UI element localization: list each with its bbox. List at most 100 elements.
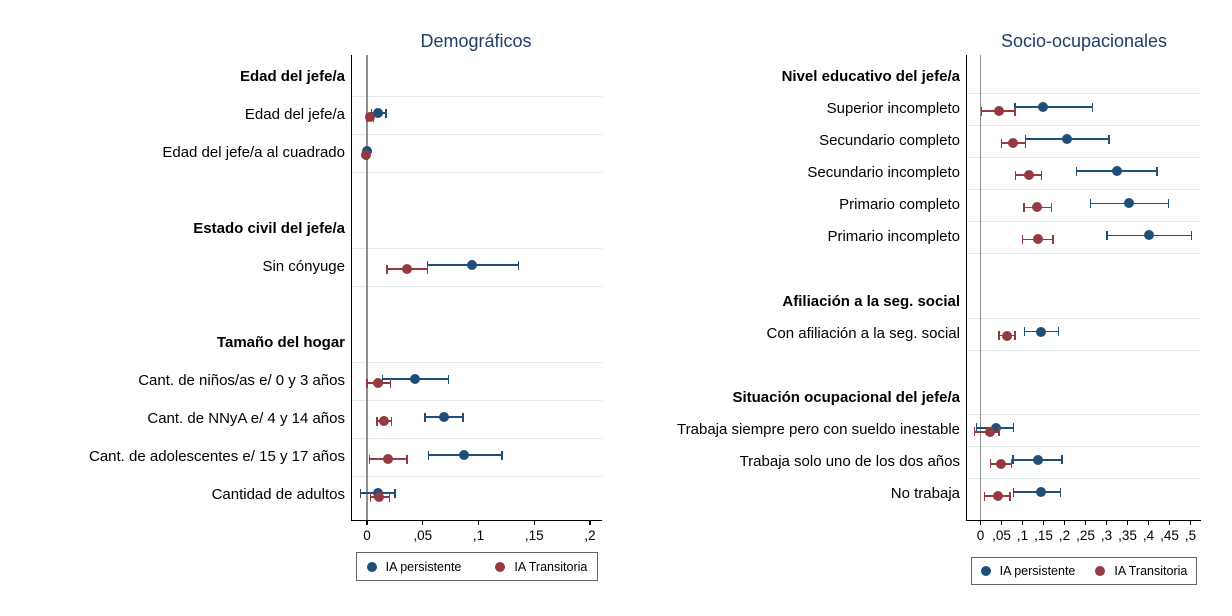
ci-cap-high-transitoria bbox=[1014, 331, 1016, 341]
category-label: Cant. de niños/as e/ 0 y 3 años bbox=[138, 372, 345, 389]
ci-cap-low-persistente bbox=[359, 488, 361, 498]
legend-entry-persistente: IA persistente bbox=[980, 564, 1075, 578]
point-estimate-persistente bbox=[466, 260, 477, 270]
ci-cap-high-persistente bbox=[1190, 230, 1193, 240]
panel-title-demograficos: Demográficos bbox=[420, 31, 532, 51]
ci-cap-low-transitoria bbox=[1021, 234, 1024, 244]
legend-entry-transitoria: IA Transitoria bbox=[495, 560, 587, 574]
point-estimate-transitoria bbox=[1001, 330, 1012, 341]
point-estimate-persistente bbox=[1144, 230, 1155, 241]
x-axis-tick-label: ,1 bbox=[1016, 528, 1029, 543]
category-label: Edad del jefe/a bbox=[244, 106, 345, 123]
ci-cap-high-persistente bbox=[517, 260, 520, 270]
category-label: Edad del jefe/a al cuadrado bbox=[162, 144, 345, 161]
point-estimate-persistente bbox=[990, 422, 1001, 433]
section-header: Nivel educativo del jefe/a bbox=[781, 68, 960, 85]
ci-cap-low-transitoria bbox=[989, 459, 992, 469]
x-axis-tick bbox=[422, 520, 424, 525]
ci-cap-high-persistente bbox=[394, 488, 396, 498]
legend-entry-transitoria: IA Transitoria bbox=[1095, 564, 1187, 578]
x-axis-tick-label: ,2 bbox=[1058, 528, 1071, 543]
ci-cap-low-transitoria bbox=[1015, 170, 1017, 180]
ci-cap-high-persistente bbox=[1167, 198, 1170, 208]
x-axis-tick-label: ,15 bbox=[524, 528, 544, 543]
ci-cap-low-persistente bbox=[1089, 198, 1092, 208]
category-label: Cantidad de adultos bbox=[211, 486, 345, 503]
ci-cap-low-transitoria bbox=[1023, 202, 1025, 212]
ci-cap-high-transitoria bbox=[1014, 106, 1016, 116]
category-label: No trabaja bbox=[890, 485, 960, 502]
gridline bbox=[352, 362, 602, 363]
ci-cap-low-persistente bbox=[381, 374, 384, 384]
ci-cap-low-transitoria bbox=[998, 331, 1000, 341]
x-axis-tick-label: 0 bbox=[976, 528, 985, 543]
point-estimate-transitoria bbox=[378, 416, 389, 426]
ci-cap-low-persistente bbox=[1012, 487, 1014, 497]
x-axis-tick-label: ,1 bbox=[472, 528, 485, 543]
x-axis-tick bbox=[1000, 520, 1003, 525]
ci-cap-high-transitoria bbox=[388, 492, 390, 502]
point-estimate-transitoria bbox=[402, 264, 413, 274]
point-estimate-transitoria bbox=[1023, 170, 1034, 181]
point-estimate-transitoria bbox=[993, 491, 1004, 501]
x-axis-tick bbox=[366, 520, 368, 525]
x-axis-tick bbox=[1042, 520, 1045, 525]
ci-cap-high-persistente bbox=[1091, 102, 1094, 112]
ci-cap-low-transitoria bbox=[980, 106, 983, 116]
point-estimate-transitoria bbox=[374, 492, 385, 502]
x-axis-tick bbox=[979, 520, 982, 525]
x-axis-tick-label: ,4 bbox=[1142, 528, 1155, 543]
category-label: Superior incompleto bbox=[826, 100, 960, 118]
category-label: Secundario completo bbox=[819, 132, 960, 150]
category-label: Sin cónyuge bbox=[262, 258, 345, 275]
legend-marker-persistente-icon bbox=[366, 561, 377, 572]
ci-cap-high-persistente bbox=[385, 108, 387, 118]
ci-cap-high-transitoria bbox=[1050, 202, 1053, 212]
point-estimate-transitoria bbox=[995, 458, 1006, 469]
panel-title-socio-ocupacionales: Socio-ocupacionales bbox=[1000, 31, 1168, 51]
ci-cap-high-persistente bbox=[462, 412, 464, 422]
legend-socio-ocupacionales: IA persistente IA Transitoria bbox=[971, 557, 1197, 585]
section-header: Edad del jefe/a bbox=[239, 68, 345, 85]
y-axis-line bbox=[966, 55, 968, 521]
x-axis-tick-label: ,3 bbox=[1100, 528, 1113, 543]
x-axis-tick-label: ,45 bbox=[1160, 528, 1179, 543]
gridline bbox=[967, 446, 1201, 447]
x-axis-tick-label: ,35 bbox=[1118, 528, 1137, 543]
legend-label-transitoria: IA Transitoria bbox=[514, 559, 588, 574]
ci-cap-high-persistente bbox=[447, 374, 450, 384]
x-axis-tick-label: ,15 bbox=[1034, 528, 1053, 543]
gridline bbox=[352, 400, 602, 401]
ci-line-persistente bbox=[1014, 106, 1093, 108]
gridline bbox=[967, 189, 1201, 190]
x-axis-tick bbox=[1147, 520, 1150, 525]
legend-marker-transitoria-icon bbox=[495, 561, 506, 572]
x-axis-tick bbox=[1063, 520, 1066, 525]
ci-cap-high-transitoria bbox=[406, 454, 408, 464]
x-axis-tick bbox=[1189, 520, 1192, 525]
ci-cap-high-transitoria bbox=[1040, 170, 1043, 180]
zero-line bbox=[979, 55, 982, 520]
point-estimate-transitoria bbox=[383, 454, 394, 464]
category-label: Trabaja solo uno de los dos años bbox=[739, 452, 960, 470]
ci-cap-low-persistente bbox=[424, 412, 426, 422]
ci-cap-low-persistente bbox=[975, 423, 977, 433]
point-estimate-transitoria bbox=[373, 378, 384, 388]
legend-marker-transitoria-icon bbox=[1095, 566, 1106, 576]
gridline bbox=[352, 286, 602, 287]
gridline bbox=[352, 438, 602, 439]
zero-line bbox=[366, 55, 368, 520]
legend-label-persistente: IA persistente bbox=[385, 559, 462, 574]
gridline bbox=[967, 414, 1201, 415]
category-label: Primario completo bbox=[839, 196, 960, 214]
ci-cap-low-transitoria bbox=[368, 454, 370, 464]
section-header: Estado civil del jefe/a bbox=[193, 220, 345, 237]
point-estimate-persistente bbox=[1038, 102, 1049, 113]
gridline bbox=[352, 172, 602, 173]
x-axis-tick bbox=[589, 520, 591, 525]
gridline bbox=[967, 93, 1201, 94]
point-estimate-persistente bbox=[1124, 198, 1135, 209]
point-estimate-persistente bbox=[373, 108, 384, 118]
ci-cap-low-transitoria bbox=[369, 492, 372, 502]
point-estimate-transitoria bbox=[365, 112, 376, 122]
